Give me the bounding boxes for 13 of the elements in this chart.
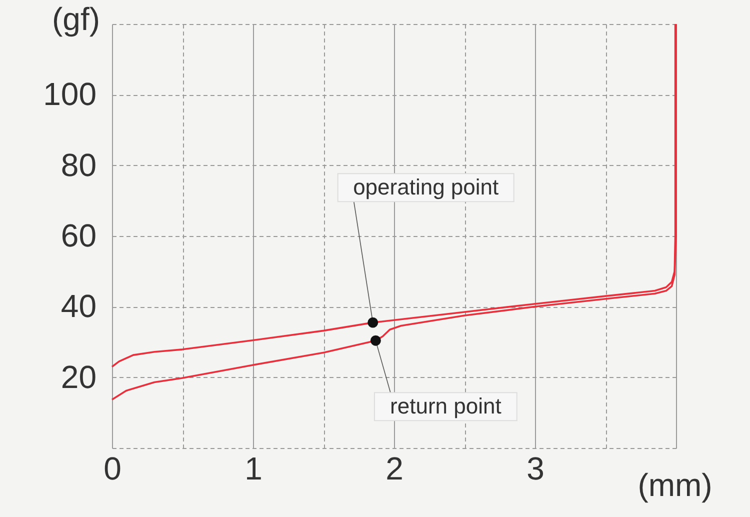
y-tick-label: 80 <box>60 146 96 183</box>
y-axis-title: (gf) <box>52 1 100 37</box>
x-tick-label: 1 <box>244 450 262 486</box>
y-tick-label: 20 <box>60 358 96 395</box>
x-tick-label: 0 <box>104 450 122 486</box>
annotation: return point <box>390 394 502 419</box>
y-tick-label: 40 <box>60 288 96 324</box>
y-tick-label: 100 <box>43 76 96 112</box>
x-tick-label: 3 <box>526 450 544 486</box>
x-axis-title: (mm) <box>638 467 712 503</box>
y-tick-label: 60 <box>60 218 96 254</box>
annotation: operating point <box>353 174 499 200</box>
x-tick-label: 2 <box>386 450 404 486</box>
